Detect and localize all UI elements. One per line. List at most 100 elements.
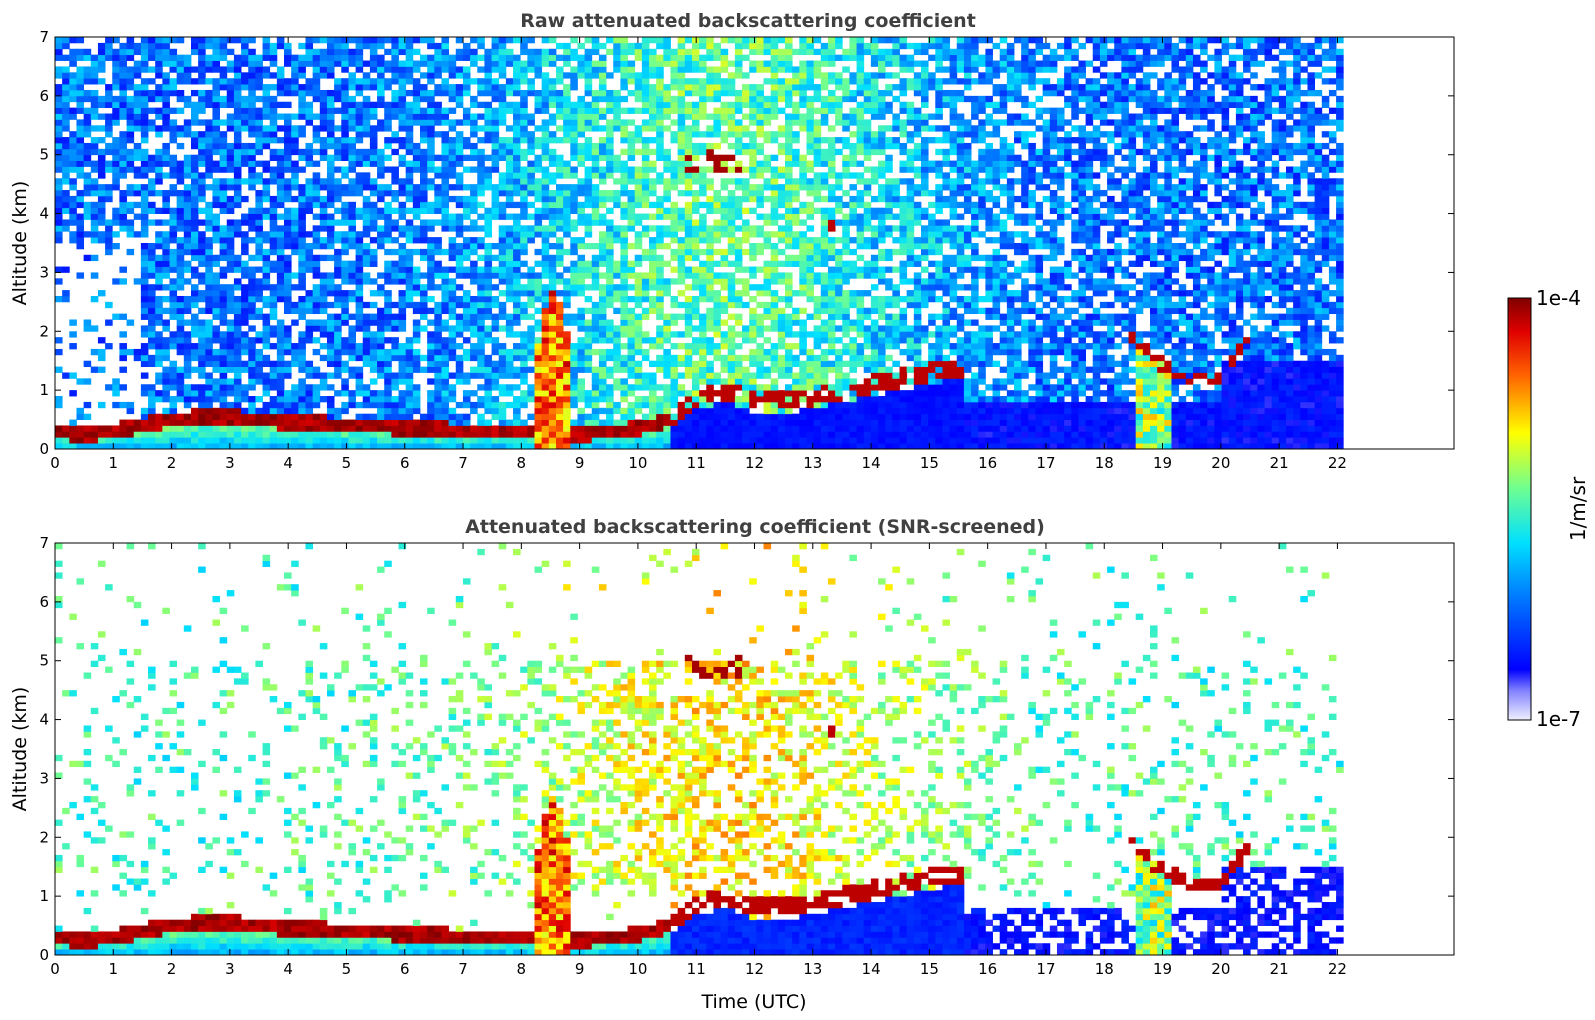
heatmap-cell — [334, 354, 342, 362]
heatmap-cell — [348, 354, 356, 362]
heatmap-cell — [391, 178, 399, 185]
heatmap-cell — [140, 219, 149, 226]
heatmap-cell — [198, 107, 206, 114]
heatmap-cell — [505, 213, 514, 220]
heatmap-cell — [105, 101, 113, 109]
heatmap-cell — [76, 66, 85, 73]
heatmap-cell — [169, 54, 178, 61]
heatmap-cell — [298, 396, 306, 403]
heatmap-cell — [97, 154, 106, 161]
heatmap-cell — [513, 201, 521, 209]
heatmap-cell — [155, 190, 163, 197]
heatmap-cell — [434, 307, 442, 315]
heatmap-cell — [555, 248, 564, 256]
heatmap-cell — [377, 307, 385, 315]
heatmap-cell — [377, 337, 385, 344]
heatmap-cell — [105, 443, 113, 450]
heatmap-cell — [720, 425, 729, 432]
heatmap-cell — [205, 284, 213, 291]
heatmap-cell — [55, 231, 63, 238]
heatmap-cell — [190, 331, 199, 338]
heatmap-cell — [434, 378, 442, 385]
heatmap-cell — [477, 319, 485, 326]
heatmap-cell — [570, 66, 578, 73]
heatmap-cell — [641, 378, 650, 385]
heatmap-cell — [577, 72, 586, 79]
heatmap-cell — [148, 266, 156, 273]
heatmap-cell — [412, 195, 421, 203]
heatmap-cell — [477, 278, 485, 285]
heatmap-cell — [563, 437, 571, 444]
heatmap-cell — [577, 348, 586, 356]
heatmap-cell — [412, 166, 421, 173]
heatmap-cell — [527, 60, 535, 67]
heatmap-cell — [162, 260, 170, 267]
heatmap-cell — [198, 195, 206, 203]
heatmap-cell — [477, 413, 485, 420]
heatmap-cell — [577, 213, 586, 220]
heatmap-cell — [477, 42, 485, 50]
heatmap-cell — [563, 84, 571, 91]
heatmap-cell — [727, 325, 736, 332]
heatmap-cell — [627, 207, 636, 214]
heatmap-cell — [641, 66, 650, 73]
heatmap-cell — [462, 272, 471, 279]
heatmap-cell — [412, 290, 421, 297]
heatmap-cell — [720, 166, 729, 173]
heatmap-cell — [226, 325, 235, 332]
heatmap-cell — [341, 384, 349, 391]
heatmap-cell — [341, 290, 349, 297]
heatmap-cell — [198, 354, 206, 362]
heatmap-cell — [362, 207, 371, 214]
heatmap-cell — [627, 407, 636, 415]
heatmap-cell — [427, 319, 435, 326]
heatmap-cell — [513, 225, 521, 232]
heatmap-cell — [219, 254, 228, 262]
heatmap-cell — [541, 266, 550, 273]
heatmap-cell — [484, 307, 492, 315]
heatmap-cell — [205, 125, 213, 132]
heatmap-raw — [55, 37, 1344, 450]
heatmap-cell — [484, 78, 492, 85]
heatmap-cell — [598, 137, 607, 144]
heatmap-cell — [334, 84, 342, 91]
heatmap-cell — [584, 142, 593, 150]
heatmap-cell — [670, 431, 679, 438]
heatmap-cell — [420, 113, 428, 120]
heatmap-cell — [69, 142, 77, 150]
heatmap-cell — [348, 237, 356, 244]
heatmap-cell — [119, 313, 127, 320]
heatmap-cell — [627, 72, 636, 79]
heatmap-cell — [384, 354, 392, 362]
heatmap-cell — [620, 260, 628, 267]
heatmap-cell — [162, 72, 170, 79]
heatmap-cell — [434, 301, 442, 309]
heatmap-cell — [233, 360, 242, 367]
heatmap-cell — [663, 425, 671, 432]
heatmap-cell — [477, 243, 485, 250]
heatmap-cell — [276, 254, 285, 262]
heatmap-cell — [484, 184, 492, 191]
heatmap-cell — [219, 419, 228, 426]
heatmap-cell — [677, 37, 686, 44]
heatmap-cell — [656, 437, 664, 444]
heatmap-cell — [226, 331, 235, 338]
heatmap-cell — [555, 443, 564, 450]
heatmap-cell — [570, 248, 578, 256]
heatmap-cell — [219, 195, 228, 203]
heatmap-cell — [498, 313, 507, 320]
heatmap-cell — [563, 219, 571, 226]
heatmap-cell — [734, 413, 743, 420]
heatmap-cell — [312, 48, 321, 56]
heatmap-cell — [534, 125, 543, 132]
heatmap-cell — [627, 142, 636, 150]
heatmap-cell — [291, 225, 299, 232]
heatmap-cell — [670, 425, 679, 432]
heatmap-cell — [183, 237, 192, 244]
heatmap-cell — [312, 243, 321, 250]
heatmap-cell — [541, 331, 550, 338]
heatmap-cell — [76, 231, 85, 238]
heatmap-cell — [656, 154, 664, 161]
heatmap-cell — [341, 213, 349, 220]
heatmap-cell — [606, 219, 614, 226]
